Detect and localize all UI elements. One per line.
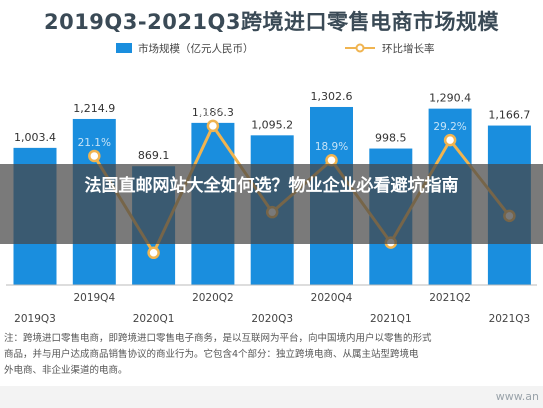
legend-bar-swatch bbox=[116, 43, 132, 53]
footnote: 注：跨境进口零售电商，即跨境进口零售电子商务，是以互联网为平台，向中国境内用户以… bbox=[4, 331, 543, 379]
bar-value-label: 998.5 bbox=[375, 132, 407, 145]
growth-value-label: 21.1% bbox=[78, 137, 111, 149]
x-tick-label: 2019Q3 bbox=[14, 313, 56, 325]
bar-value-label: 1,290.4 bbox=[429, 92, 471, 105]
footnote-line-1: 注：跨境进口零售电商，即跨境进口零售电子商务，是以互联网为平台，向中国境内用户以… bbox=[4, 333, 432, 344]
growth-point bbox=[443, 133, 457, 147]
footnote-line-3: 外电商、非企业渠道的电商。 bbox=[4, 365, 128, 376]
bar-value-label: 1,214.9 bbox=[73, 102, 115, 115]
legend-bar-label: 市场规模（亿元人民币） bbox=[138, 42, 254, 55]
growth-value-label: 18.9% bbox=[315, 141, 348, 153]
bar-value-label: 1,095.2 bbox=[251, 118, 293, 131]
footnote-line-2: 商品，并与用户达成商品销售协议的商业行为。它包含4个部分：独立跨境电商、从属主站… bbox=[4, 349, 419, 360]
x-tick-label: 2021Q3 bbox=[489, 313, 531, 325]
growth-value-label: 29.2% bbox=[433, 121, 466, 133]
overlay-banner bbox=[0, 164, 543, 244]
x-tick-label: 2020Q3 bbox=[251, 313, 293, 325]
growth-point bbox=[88, 149, 101, 163]
bottom-bar bbox=[0, 386, 543, 408]
legend-line-marker bbox=[355, 43, 365, 53]
banner-headline: 法国直邮网站大全如何选？物业企业必看避坑指南 bbox=[84, 176, 459, 196]
bar-value-labels: 1,003.4 1,214.9 869.1 1,186.3 1,095.2 1,302.6… bbox=[14, 90, 530, 162]
x-axis-tick-labels: 2019Q3 2019Q4 2020Q1 2020Q2 2020Q3 2020Q4 2021… bbox=[14, 292, 530, 325]
x-tick-label: 2019Q4 bbox=[73, 292, 115, 304]
bar-value-label: 1,186.3 bbox=[192, 106, 234, 119]
growth-point bbox=[206, 119, 220, 133]
bar-value-label: 1,003.4 bbox=[14, 131, 56, 144]
bar-value-label: 1,166.7 bbox=[488, 109, 530, 122]
x-tick-label: 2020Q2 bbox=[192, 292, 234, 304]
watermark-url: www.an bbox=[495, 390, 539, 403]
bar-value-label: 1,302.6 bbox=[311, 90, 353, 103]
growth-value-label: 36.5% bbox=[196, 107, 229, 119]
x-tick-label: 2020Q4 bbox=[311, 292, 353, 304]
legend: 市场规模（亿元人民币） 环比增长率 bbox=[116, 42, 435, 55]
chart-title: 2019Q3-2021Q3跨境进口零售电商市场规模 bbox=[43, 10, 500, 34]
bar-value-label: 869.1 bbox=[138, 149, 170, 162]
legend-line-label: 环比增长率 bbox=[382, 42, 435, 55]
x-tick-label: 2021Q2 bbox=[429, 292, 471, 304]
x-tick-label: 2020Q1 bbox=[133, 313, 175, 325]
x-tick-label: 2021Q1 bbox=[370, 313, 412, 325]
growth-point bbox=[147, 246, 160, 260]
